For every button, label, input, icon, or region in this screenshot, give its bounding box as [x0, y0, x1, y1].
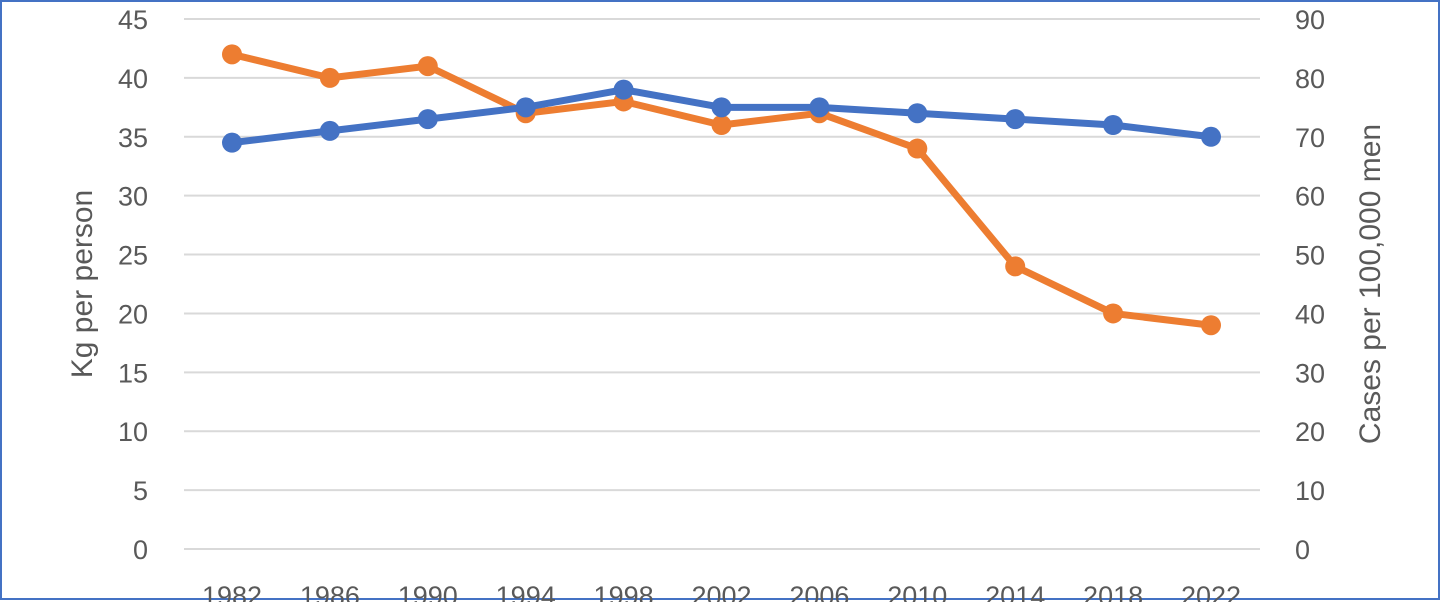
left-axis-title: Kg per person [66, 190, 99, 378]
data-point [711, 97, 732, 118]
left-axis-ticks: 0 5 10 15 20 25 30 35 40 45 [118, 5, 148, 565]
right-tick-label: 40 [1295, 299, 1325, 329]
series-left-axis [222, 79, 1221, 153]
x-tick-label: 1998 [594, 581, 654, 602]
right-tick-label: 30 [1295, 358, 1325, 388]
data-point [1201, 126, 1221, 147]
left-tick-label: 35 [118, 123, 148, 153]
data-point [1201, 315, 1221, 336]
left-tick-label: 0 [133, 535, 148, 565]
left-tick-label: 5 [133, 476, 148, 506]
x-tick-label: 1986 [300, 581, 360, 602]
data-point [1005, 256, 1026, 277]
left-tick-label: 30 [118, 182, 148, 212]
data-point [907, 103, 928, 124]
data-point [222, 44, 242, 65]
x-tick-label: 2022 [1181, 581, 1241, 602]
right-axis-title: Cases per 100,000 men [1354, 124, 1387, 444]
right-tick-label: 10 [1295, 476, 1325, 506]
data-point [417, 109, 438, 130]
series-right-axis [222, 44, 1221, 336]
right-tick-label: 80 [1295, 64, 1325, 94]
x-tick-label: 1994 [496, 581, 556, 602]
right-tick-label: 20 [1295, 417, 1325, 447]
right-tick-label: 50 [1295, 241, 1325, 271]
x-tick-label: 2002 [691, 581, 751, 602]
data-point [809, 97, 830, 118]
x-tick-label: 2010 [887, 581, 947, 602]
data-point [319, 67, 340, 88]
data-point [613, 79, 634, 100]
right-tick-label: 70 [1295, 123, 1325, 153]
x-tick-label: 2006 [789, 581, 849, 602]
left-tick-label: 25 [118, 241, 148, 271]
right-tick-label: 90 [1295, 5, 1325, 35]
x-tick-label: 2014 [985, 581, 1045, 602]
right-tick-label: 60 [1295, 182, 1325, 212]
data-point [417, 56, 438, 77]
data-point [711, 115, 732, 135]
left-tick-label: 15 [118, 358, 148, 388]
x-tick-label: 1982 [202, 581, 262, 602]
data-point [319, 120, 340, 141]
x-tick-label: 2018 [1083, 581, 1143, 602]
data-point [1103, 303, 1124, 324]
x-axis-ticks: 1982 1986 1990 1994 1998 2002 2006 2010 2014 2018… [202, 581, 1241, 602]
data-point [907, 138, 928, 159]
data-point [1005, 109, 1026, 130]
right-tick-label: 0 [1295, 535, 1310, 565]
series-line [228, 50, 1215, 329]
right-axis-ticks: 0 10 20 30 40 50 60 70 80 90 [1295, 5, 1325, 565]
data-point [1103, 115, 1124, 135]
data-point [515, 97, 536, 118]
gridlines [184, 18, 1260, 550]
left-tick-label: 40 [118, 64, 148, 94]
x-tick-label: 1990 [398, 581, 458, 602]
left-tick-label: 45 [118, 5, 148, 35]
data-point [222, 132, 242, 153]
left-tick-label: 10 [118, 417, 148, 447]
series-layer [222, 44, 1221, 336]
left-tick-label: 20 [118, 299, 148, 329]
